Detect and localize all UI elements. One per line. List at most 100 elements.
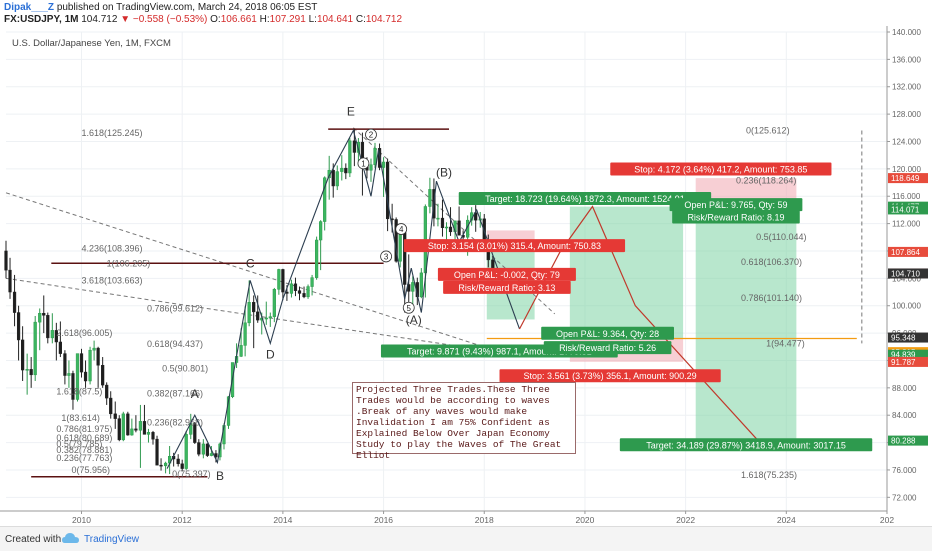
candle-body[interactable] bbox=[96, 347, 100, 366]
candle-body[interactable] bbox=[323, 177, 327, 222]
candle-body[interactable] bbox=[142, 421, 147, 435]
candle-body[interactable] bbox=[79, 353, 84, 373]
candle-body[interactable] bbox=[25, 369, 29, 371]
trade-info-box[interactable] bbox=[619, 438, 873, 452]
candle-body[interactable] bbox=[155, 438, 159, 466]
candle-body[interactable] bbox=[419, 272, 423, 298]
candle-body[interactable] bbox=[117, 418, 121, 441]
candle-body[interactable] bbox=[319, 221, 323, 241]
candle-body[interactable] bbox=[75, 353, 80, 400]
candle-body[interactable] bbox=[138, 421, 143, 431]
candle-body[interactable] bbox=[63, 353, 67, 376]
candle-body[interactable] bbox=[50, 330, 54, 339]
candle-body[interactable] bbox=[340, 167, 344, 172]
candle-body[interactable] bbox=[277, 269, 281, 290]
candle-body[interactable] bbox=[134, 428, 138, 431]
candle-body[interactable] bbox=[285, 291, 289, 294]
candle-body[interactable] bbox=[281, 269, 285, 293]
candle-body[interactable] bbox=[54, 330, 58, 343]
candle-body[interactable] bbox=[105, 384, 109, 399]
trendline-dashed[interactable] bbox=[5, 192, 495, 351]
trade-target-zone[interactable] bbox=[569, 206, 684, 339]
candle-body[interactable] bbox=[331, 169, 335, 187]
elliott-wave-path[interactable] bbox=[166, 129, 521, 469]
candle-body[interactable] bbox=[201, 443, 205, 455]
candle-body[interactable] bbox=[293, 283, 298, 291]
candle-body[interactable] bbox=[58, 341, 62, 354]
symbol-label[interactable]: FX:USDJPY, 1M bbox=[4, 14, 79, 25]
candle-body[interactable] bbox=[184, 434, 188, 469]
candle-body[interactable] bbox=[151, 432, 155, 440]
candle-body[interactable] bbox=[352, 140, 356, 153]
candle-body[interactable] bbox=[113, 413, 117, 419]
candle-body[interactable] bbox=[306, 286, 310, 298]
candle-body[interactable] bbox=[268, 316, 272, 319]
candle-body[interactable] bbox=[33, 321, 37, 376]
candle-body[interactable] bbox=[457, 220, 461, 236]
candle-body[interactable] bbox=[315, 239, 319, 278]
candle-body[interactable] bbox=[176, 458, 180, 465]
candle-body[interactable] bbox=[197, 442, 201, 455]
candle-body[interactable] bbox=[381, 161, 386, 168]
candle-body[interactable] bbox=[42, 312, 46, 316]
candle-body[interactable] bbox=[272, 289, 276, 317]
candle-body[interactable] bbox=[256, 311, 260, 321]
candle-body[interactable] bbox=[428, 189, 432, 207]
tradingview-brand[interactable]: TradingView bbox=[84, 534, 140, 545]
candle-body[interactable] bbox=[193, 423, 197, 443]
candle-body[interactable] bbox=[440, 217, 445, 228]
trade-info-box[interactable] bbox=[437, 267, 576, 281]
candle-body[interactable] bbox=[335, 171, 339, 187]
candle-body[interactable] bbox=[71, 373, 75, 400]
candle-body[interactable] bbox=[130, 428, 134, 436]
trade-info-box[interactable] bbox=[610, 162, 832, 176]
candle-body[interactable] bbox=[369, 164, 373, 171]
trade-target-zone[interactable] bbox=[695, 209, 797, 441]
candle-body[interactable] bbox=[209, 453, 214, 456]
candle-body[interactable] bbox=[12, 291, 17, 313]
price-chart[interactable]: U.S. Dollar/Japanese Yen, 1M, FXCM 1.618(… bbox=[0, 26, 932, 526]
candle-body[interactable] bbox=[247, 302, 251, 324]
candle-body[interactable] bbox=[4, 250, 8, 271]
candle-body[interactable] bbox=[310, 277, 314, 287]
candle-body[interactable] bbox=[88, 349, 92, 382]
candle-body[interactable] bbox=[348, 140, 352, 174]
candle-body[interactable] bbox=[38, 312, 42, 323]
candle-body[interactable] bbox=[126, 413, 130, 436]
candle-body[interactable] bbox=[264, 317, 268, 320]
candle-body[interactable] bbox=[146, 432, 151, 435]
candle-body[interactable] bbox=[163, 462, 168, 467]
trade-info-box[interactable] bbox=[543, 341, 672, 355]
candle-body[interactable] bbox=[101, 364, 105, 386]
candle-body[interactable] bbox=[302, 293, 306, 298]
trade-info-box[interactable] bbox=[458, 191, 712, 205]
candle-body[interactable] bbox=[289, 283, 294, 294]
candle-body[interactable] bbox=[92, 347, 96, 351]
candle-body[interactable] bbox=[239, 345, 243, 357]
candle-body[interactable] bbox=[297, 290, 302, 294]
candle-body[interactable] bbox=[385, 161, 390, 220]
trade-info-box[interactable] bbox=[443, 280, 571, 294]
candle-body[interactable] bbox=[243, 322, 247, 346]
trade-note[interactable]: Projected Three Trades.These Three Trade… bbox=[352, 382, 576, 461]
candle-body[interactable] bbox=[46, 315, 50, 339]
candle-body[interactable] bbox=[20, 339, 25, 371]
candle-body[interactable] bbox=[109, 397, 113, 415]
trendline-dashed[interactable] bbox=[353, 127, 556, 315]
candle-body[interactable] bbox=[159, 464, 163, 467]
candle-body[interactable] bbox=[29, 369, 33, 376]
candle-body[interactable] bbox=[444, 226, 449, 229]
candle-body[interactable] bbox=[398, 232, 402, 262]
trade-info-box[interactable] bbox=[669, 198, 803, 212]
candle-body[interactable] bbox=[205, 443, 209, 456]
candle-body[interactable] bbox=[121, 413, 125, 441]
trade-info-box[interactable] bbox=[541, 326, 674, 340]
trade-info-box[interactable] bbox=[403, 239, 626, 253]
candle-body[interactable] bbox=[344, 167, 348, 174]
candle-body[interactable] bbox=[436, 217, 440, 220]
candle-body[interactable] bbox=[8, 269, 12, 293]
author-name[interactable]: Dipak___Z bbox=[4, 2, 55, 13]
trade-info-box[interactable] bbox=[499, 369, 721, 383]
candle-body[interactable] bbox=[411, 282, 415, 292]
candle-body[interactable] bbox=[16, 312, 21, 341]
